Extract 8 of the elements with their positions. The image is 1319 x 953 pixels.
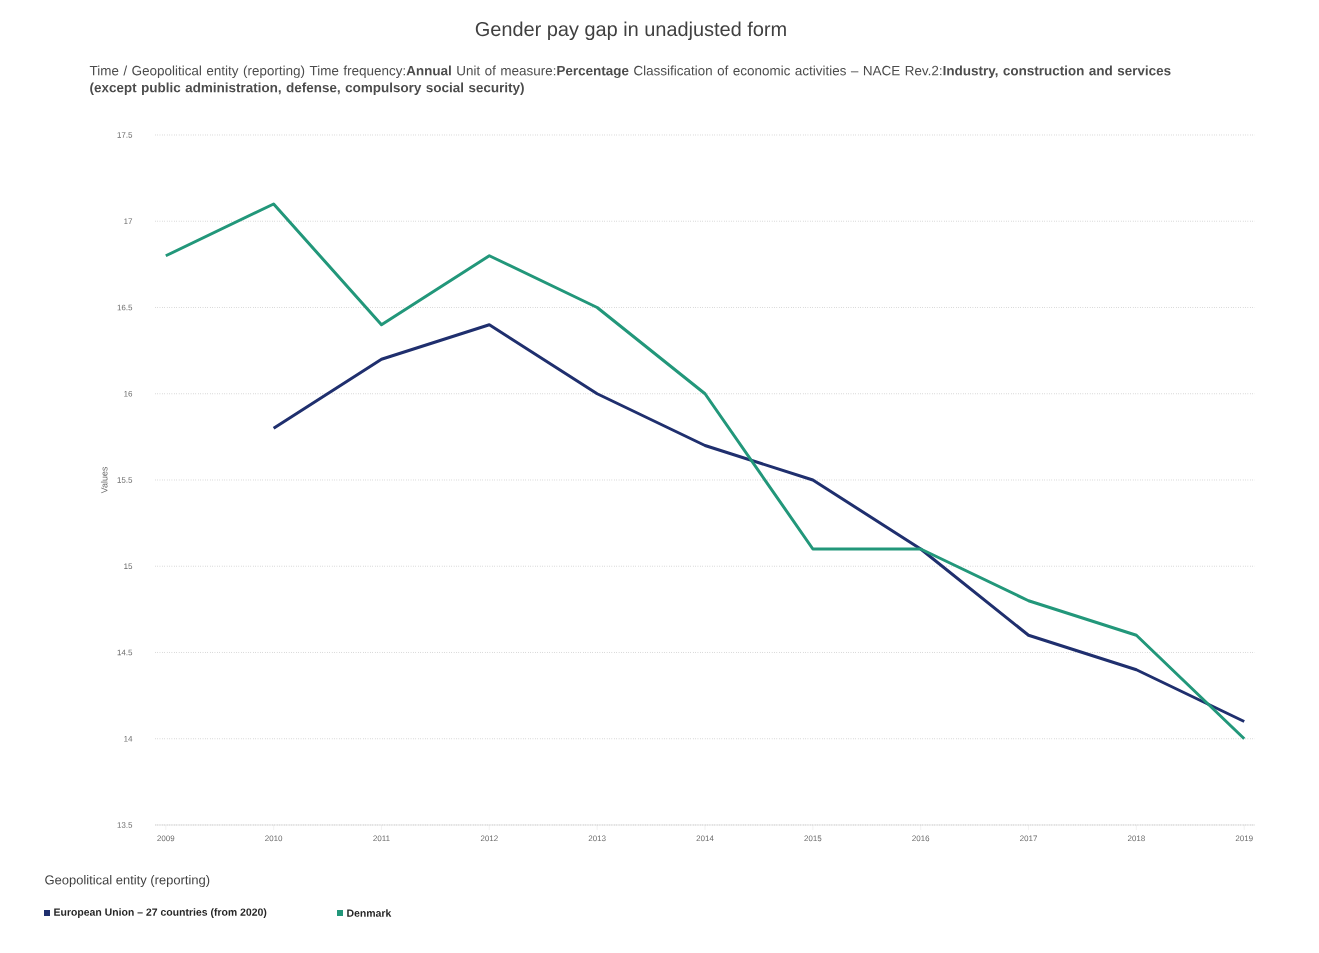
text: Time / Geopolitical entity (reporting) Time frequency:Annual Unit of measure:Percentage Classification of economic activities – NACE Rev.2:Industry, construction and services (except public administration, defense, compulsory social security)	[89, 65, 1171, 95]
line-series	[272, 323, 1246, 723]
legend-label: European Union – 27 countries (from 2020)	[54, 908, 267, 918]
line-series	[164, 202, 1246, 741]
legend-title: Geopolitical entity (reporting)	[45, 874, 210, 888]
chart-title: Gender pay gap in unadjusted form	[475, 21, 786, 41]
y-axis-title: Values	[100, 466, 108, 494]
legend-label: Denmark	[347, 909, 392, 917]
